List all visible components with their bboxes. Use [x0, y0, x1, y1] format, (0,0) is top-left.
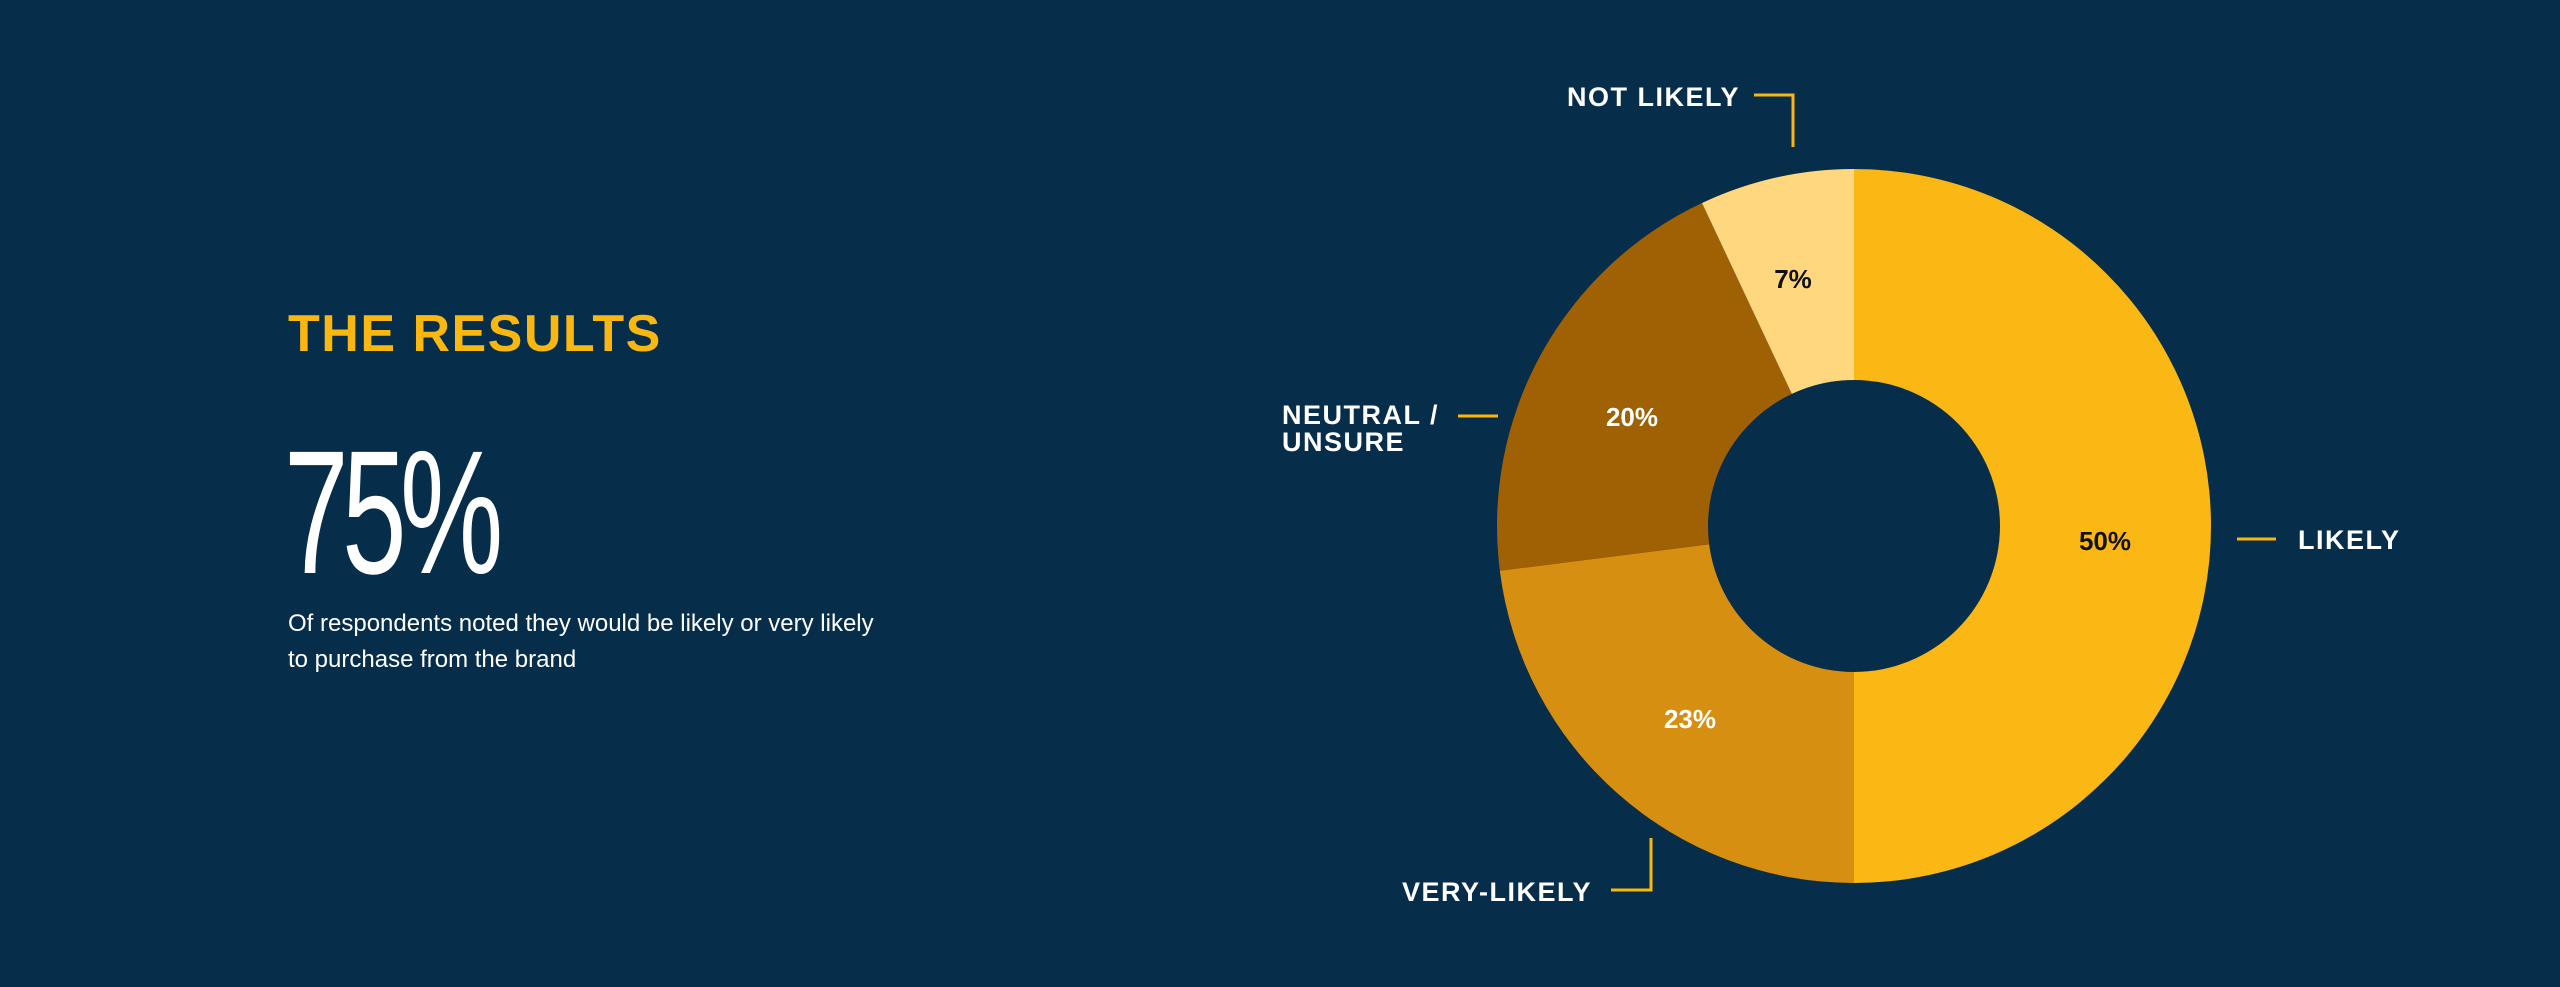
leader-lines — [1458, 93, 2276, 892]
donut-slice-neutral-unsure — [1497, 202, 1792, 571]
leader-line-not-likely — [1754, 93, 1795, 147]
leader-line-very-likely — [1611, 838, 1653, 892]
results-summary: THE RESULTS 75% Of respondents noted the… — [284, 0, 988, 987]
section-title: THE RESULTS — [288, 305, 662, 363]
category-label-not-likely: NOT LIKELY — [1567, 82, 1740, 112]
headline-stat: 75% — [284, 415, 503, 611]
category-label-unsure: UNSURE — [1282, 427, 1405, 457]
donut-slices — [1497, 169, 2211, 883]
slice-value-labels: 50% 23% 20% 7% — [1606, 264, 2131, 734]
stat-caption: Of respondents noted they would be likel… — [288, 610, 874, 673]
category-label-likely: LIKELY — [2298, 525, 2401, 555]
category-label-neutral: NEUTRAL / — [1282, 400, 1439, 430]
category-label-very-likely: VERY-LIKELY — [1402, 877, 1592, 907]
slice-value-label-likely: 50% — [2079, 526, 2131, 556]
category-labels: NOT LIKELY NEUTRAL / UNSURE LIKELY VERY-… — [1282, 82, 2401, 907]
slice-value-label-neutral-unsure: 20% — [1606, 402, 1658, 432]
donut-slice-not-likely — [1701, 169, 1854, 394]
slice-value-label-very-likely: 23% — [1664, 704, 1716, 734]
donut-slice-likely — [1854, 169, 2211, 883]
donut-slice-very-likely — [1499, 544, 1854, 883]
slice-value-label-not-likely: 7% — [1774, 264, 1812, 294]
